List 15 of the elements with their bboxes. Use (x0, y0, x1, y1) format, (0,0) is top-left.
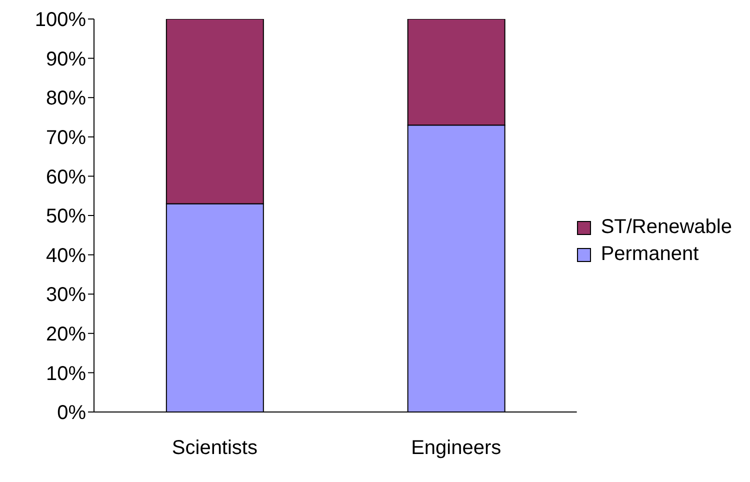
x-tick-label: Scientists (172, 437, 258, 460)
y-tick-label: 40% (46, 244, 86, 267)
y-tick-label: 80% (46, 88, 86, 110)
y-tick-label: 10% (46, 362, 86, 385)
y-tick-label: 60% (46, 166, 86, 188)
x-tick-label: Engineers (411, 437, 502, 460)
y-tick-label: 100% (34, 9, 86, 32)
y-tick-label: 30% (46, 284, 86, 306)
legend-label: Permanent (600, 243, 699, 266)
y-tick-label: 70% (46, 127, 86, 149)
legend-label: ST/Renewable (600, 216, 732, 239)
y-tick-label: 90% (46, 48, 86, 70)
y-tick-label: 50% (46, 206, 86, 228)
y-tick-label: 20% (46, 324, 86, 346)
y-tick-label: 0% (57, 402, 86, 424)
